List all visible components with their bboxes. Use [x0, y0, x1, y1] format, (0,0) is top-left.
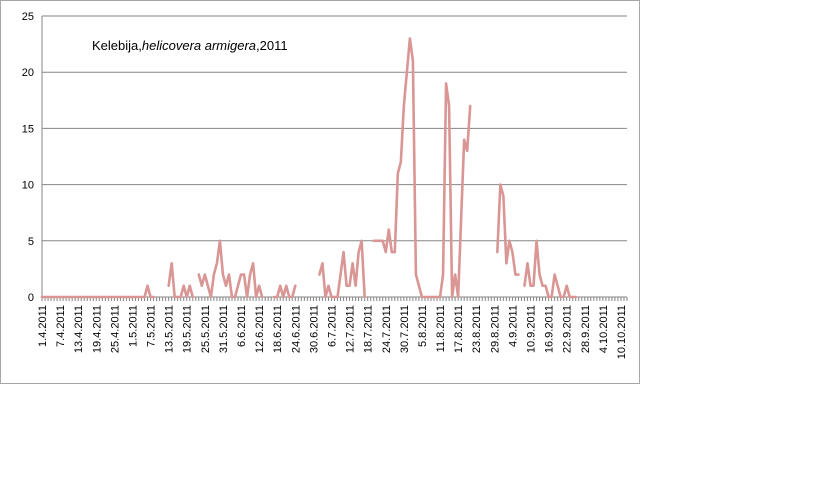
y-tick-labels: 0 5 10 15 20 25 [22, 11, 34, 304]
x-tick-label: 31.5.2011 [218, 305, 230, 353]
x-tick-label: 13.5.2011 [164, 305, 176, 353]
series-line-segment [318, 239, 366, 299]
x-tick-label: 13.4.2011 [73, 305, 85, 353]
y-tick-label: 10 [22, 180, 34, 192]
x-tick-label: 22.9.2011 [562, 305, 574, 353]
y-tick-label: 0 [28, 292, 34, 304]
x-tick-label: 29.8.2011 [489, 305, 501, 353]
chart-title: Kelebija,helicovera armigera,2011 [92, 38, 288, 53]
chart-title-species: helicovera armigera [142, 38, 256, 53]
x-tick-label: 30.7.2011 [399, 305, 411, 353]
series-line-segment [272, 284, 297, 299]
x-tick-label: 4.10.2011 [598, 305, 610, 353]
x-tick-labels: 1.4.2011 7.4.2011 13.4.2011 19.4.2011 25.4.2… [37, 305, 628, 359]
series-line-segment [197, 239, 264, 299]
x-tick-label: 10.10.2011 [616, 305, 628, 359]
x-tick-label: 24.6.2011 [290, 305, 302, 353]
x-tick-label: 25.4.2011 [109, 305, 121, 353]
x-tick-label: 1.4.2011 [37, 305, 49, 347]
x-tick-label: 11.8.2011 [435, 305, 447, 352]
x-tick-label: 19.4.2011 [91, 305, 103, 353]
series-line-segment [523, 239, 578, 299]
y-tick-label: 5 [28, 236, 34, 248]
series-line-segment [496, 183, 520, 276]
x-tick-label: 30.6.2011 [308, 305, 320, 353]
x-tick-label: 23.8.2011 [471, 305, 483, 353]
x-tick-label: 4.9.2011 [507, 305, 519, 347]
x-tick-label: 28.9.2011 [580, 305, 592, 353]
series-line-segment [372, 37, 472, 299]
x-tick-label: 7.5.2011 [146, 305, 158, 347]
x-tick-label: 5.8.2011 [417, 305, 429, 347]
x-tick-label: 17.8.2011 [453, 305, 465, 353]
gridlines [42, 15, 627, 242]
x-tick-label: 25.5.2011 [200, 305, 212, 353]
y-tick-label: 15 [22, 123, 34, 135]
x-tick-label: 7.4.2011 [55, 305, 67, 347]
x-tick-label: 12.7.2011 [345, 305, 357, 353]
series-line-segment [167, 261, 195, 299]
x-tick-label: 10.9.2011 [526, 305, 538, 353]
chart-title-suffix: ,2011 [256, 38, 288, 53]
y-tick-label: 25 [22, 11, 34, 23]
x-tick-label: 24.7.2011 [381, 305, 393, 353]
axes [41, 16, 628, 301]
chart-area [0, 0, 640, 384]
series-lines [40, 37, 578, 299]
x-tick-label: 18.7.2011 [363, 305, 375, 353]
x-tick-label: 18.6.2011 [272, 305, 284, 353]
x-tick-label: 6.7.2011 [326, 305, 338, 347]
series-line-segment [40, 284, 155, 299]
y-tick-label: 20 [22, 67, 34, 79]
x-tick-label: 6.6.2011 [236, 305, 248, 347]
x-tick-label: 12.6.2011 [254, 305, 266, 353]
x-tick-label: 1.5.2011 [127, 305, 139, 347]
x-tick-label: 19.5.2011 [182, 305, 194, 353]
x-tick-label: 16.9.2011 [544, 305, 556, 353]
chart-title-prefix: Kelebija, [92, 38, 142, 53]
